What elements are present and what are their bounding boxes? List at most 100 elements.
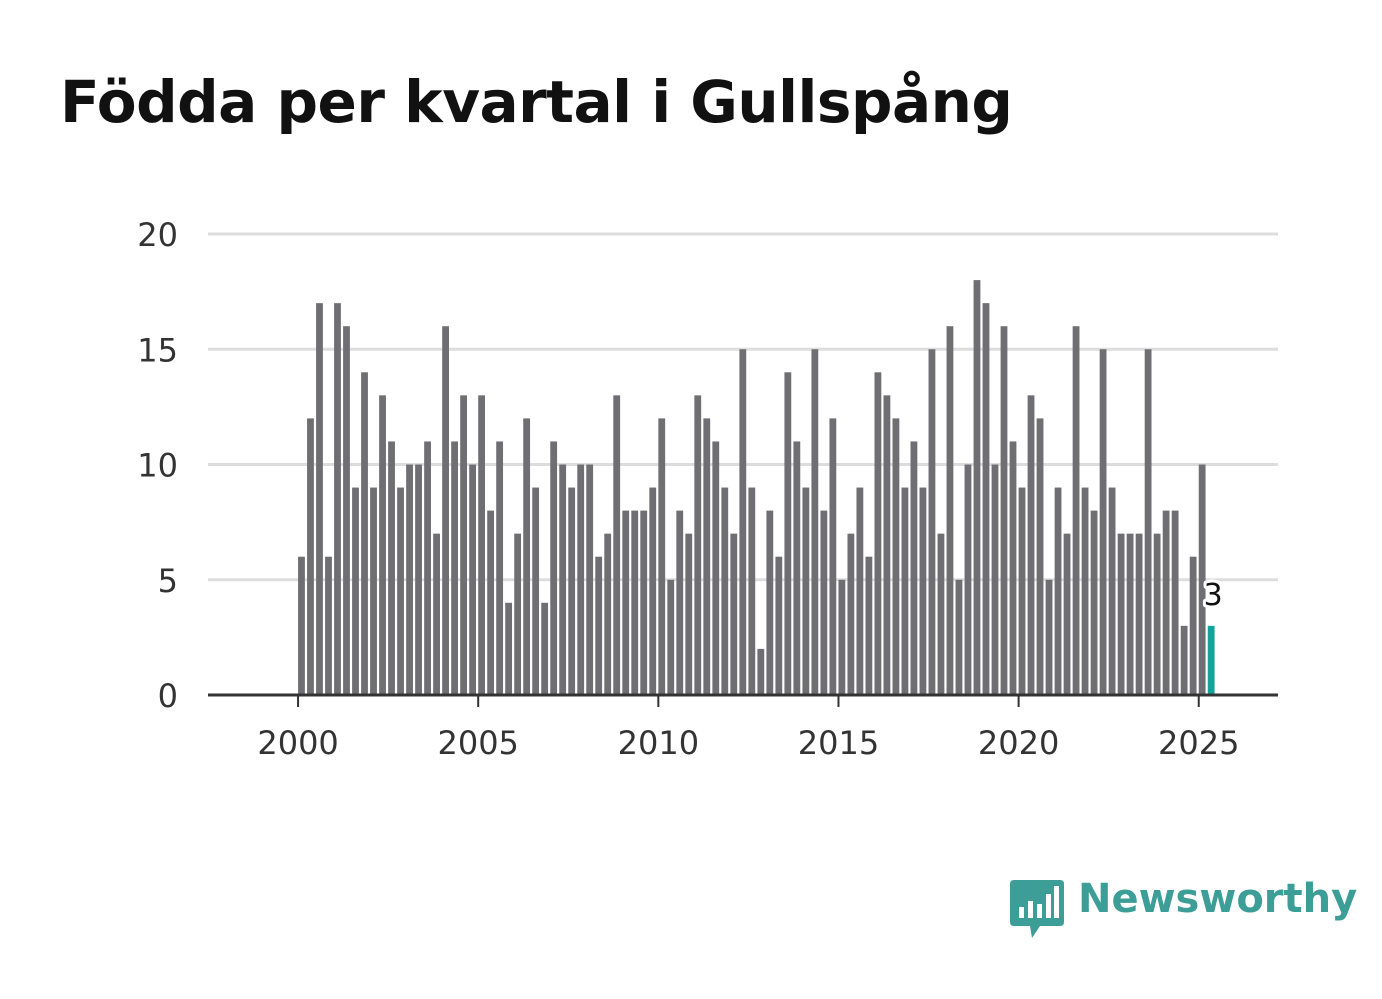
bar (316, 303, 323, 695)
bar (532, 487, 540, 695)
bar (1000, 326, 1008, 695)
bar (694, 395, 702, 695)
bar (442, 326, 449, 695)
bar (811, 349, 819, 695)
bar (658, 418, 666, 695)
bar (730, 533, 738, 695)
bar (784, 372, 792, 695)
y-tick-label: 20 (137, 216, 178, 254)
bar (775, 556, 783, 695)
bar (676, 510, 684, 695)
y-tick-label: 0 (158, 677, 178, 715)
bar (1108, 487, 1116, 695)
bar (1081, 487, 1089, 695)
bars (298, 280, 1215, 695)
bar (1144, 349, 1152, 695)
bar (1027, 395, 1035, 695)
bar (622, 510, 630, 695)
bar (451, 441, 458, 695)
bar (388, 441, 395, 695)
x-tick-label: 2020 (978, 724, 1059, 762)
bar (352, 487, 359, 695)
bar (1198, 464, 1206, 695)
bar (910, 441, 918, 695)
bar (433, 533, 440, 695)
bar (595, 556, 603, 695)
bar (1180, 625, 1188, 695)
bar (667, 579, 675, 695)
bar (559, 464, 567, 695)
bar (946, 326, 954, 695)
bar (739, 349, 747, 695)
bar (1099, 349, 1107, 695)
bar (496, 441, 504, 695)
bar (1045, 579, 1053, 695)
brand-name: Newsworthy (1078, 876, 1358, 922)
bar (1072, 326, 1080, 695)
bar (505, 602, 513, 695)
bar (1117, 533, 1125, 695)
bar (955, 579, 963, 695)
bar (937, 533, 945, 695)
bar (469, 464, 477, 695)
bar (478, 395, 486, 695)
bar (406, 464, 413, 695)
bar (766, 510, 774, 695)
y-tick-label: 15 (137, 331, 178, 369)
bar (964, 464, 972, 695)
y-tick-label: 10 (137, 447, 178, 485)
bar-chart-speech-bubble-icon (1010, 880, 1064, 938)
bar (856, 487, 864, 695)
bar (721, 487, 729, 695)
bar (1054, 487, 1062, 695)
bar (577, 464, 585, 695)
bar (424, 441, 431, 695)
bar (1153, 533, 1161, 695)
bar (1090, 510, 1098, 695)
bar (613, 395, 621, 695)
bar-highlight (1207, 625, 1215, 695)
bar (307, 418, 314, 695)
bar (874, 372, 882, 695)
bar (1063, 533, 1071, 695)
axes (208, 693, 1278, 707)
bar (838, 579, 846, 695)
bar (865, 556, 873, 695)
bar (586, 464, 594, 695)
bar (748, 487, 756, 695)
bar (901, 487, 909, 695)
bar-value-label: 3 (1204, 578, 1223, 613)
bar (541, 602, 549, 695)
bar (379, 395, 386, 695)
bar (343, 326, 350, 695)
bar (883, 395, 891, 695)
bar (631, 510, 639, 695)
bar (829, 418, 837, 695)
bar (757, 648, 765, 695)
bar (973, 280, 981, 695)
bar (460, 395, 467, 695)
x-tick-label: 2005 (437, 724, 518, 762)
bar (1036, 418, 1044, 695)
bar (1162, 510, 1170, 695)
bar (640, 510, 648, 695)
bar (892, 418, 900, 695)
bar (649, 487, 657, 695)
bar (298, 556, 305, 695)
bar (487, 510, 495, 695)
chart-title: Födda per kvartal i Gullspång (60, 68, 1013, 136)
bar (793, 441, 801, 695)
bar (550, 441, 558, 695)
bar (361, 372, 368, 695)
bar (568, 487, 576, 695)
bar (928, 349, 936, 695)
bar (1018, 487, 1026, 695)
bar (334, 303, 341, 695)
bar (1135, 533, 1143, 695)
x-tick-label: 2010 (618, 724, 699, 762)
bar (685, 533, 693, 695)
bar (415, 464, 422, 695)
bar (1009, 441, 1017, 695)
y-tick-label: 5 (158, 562, 178, 600)
